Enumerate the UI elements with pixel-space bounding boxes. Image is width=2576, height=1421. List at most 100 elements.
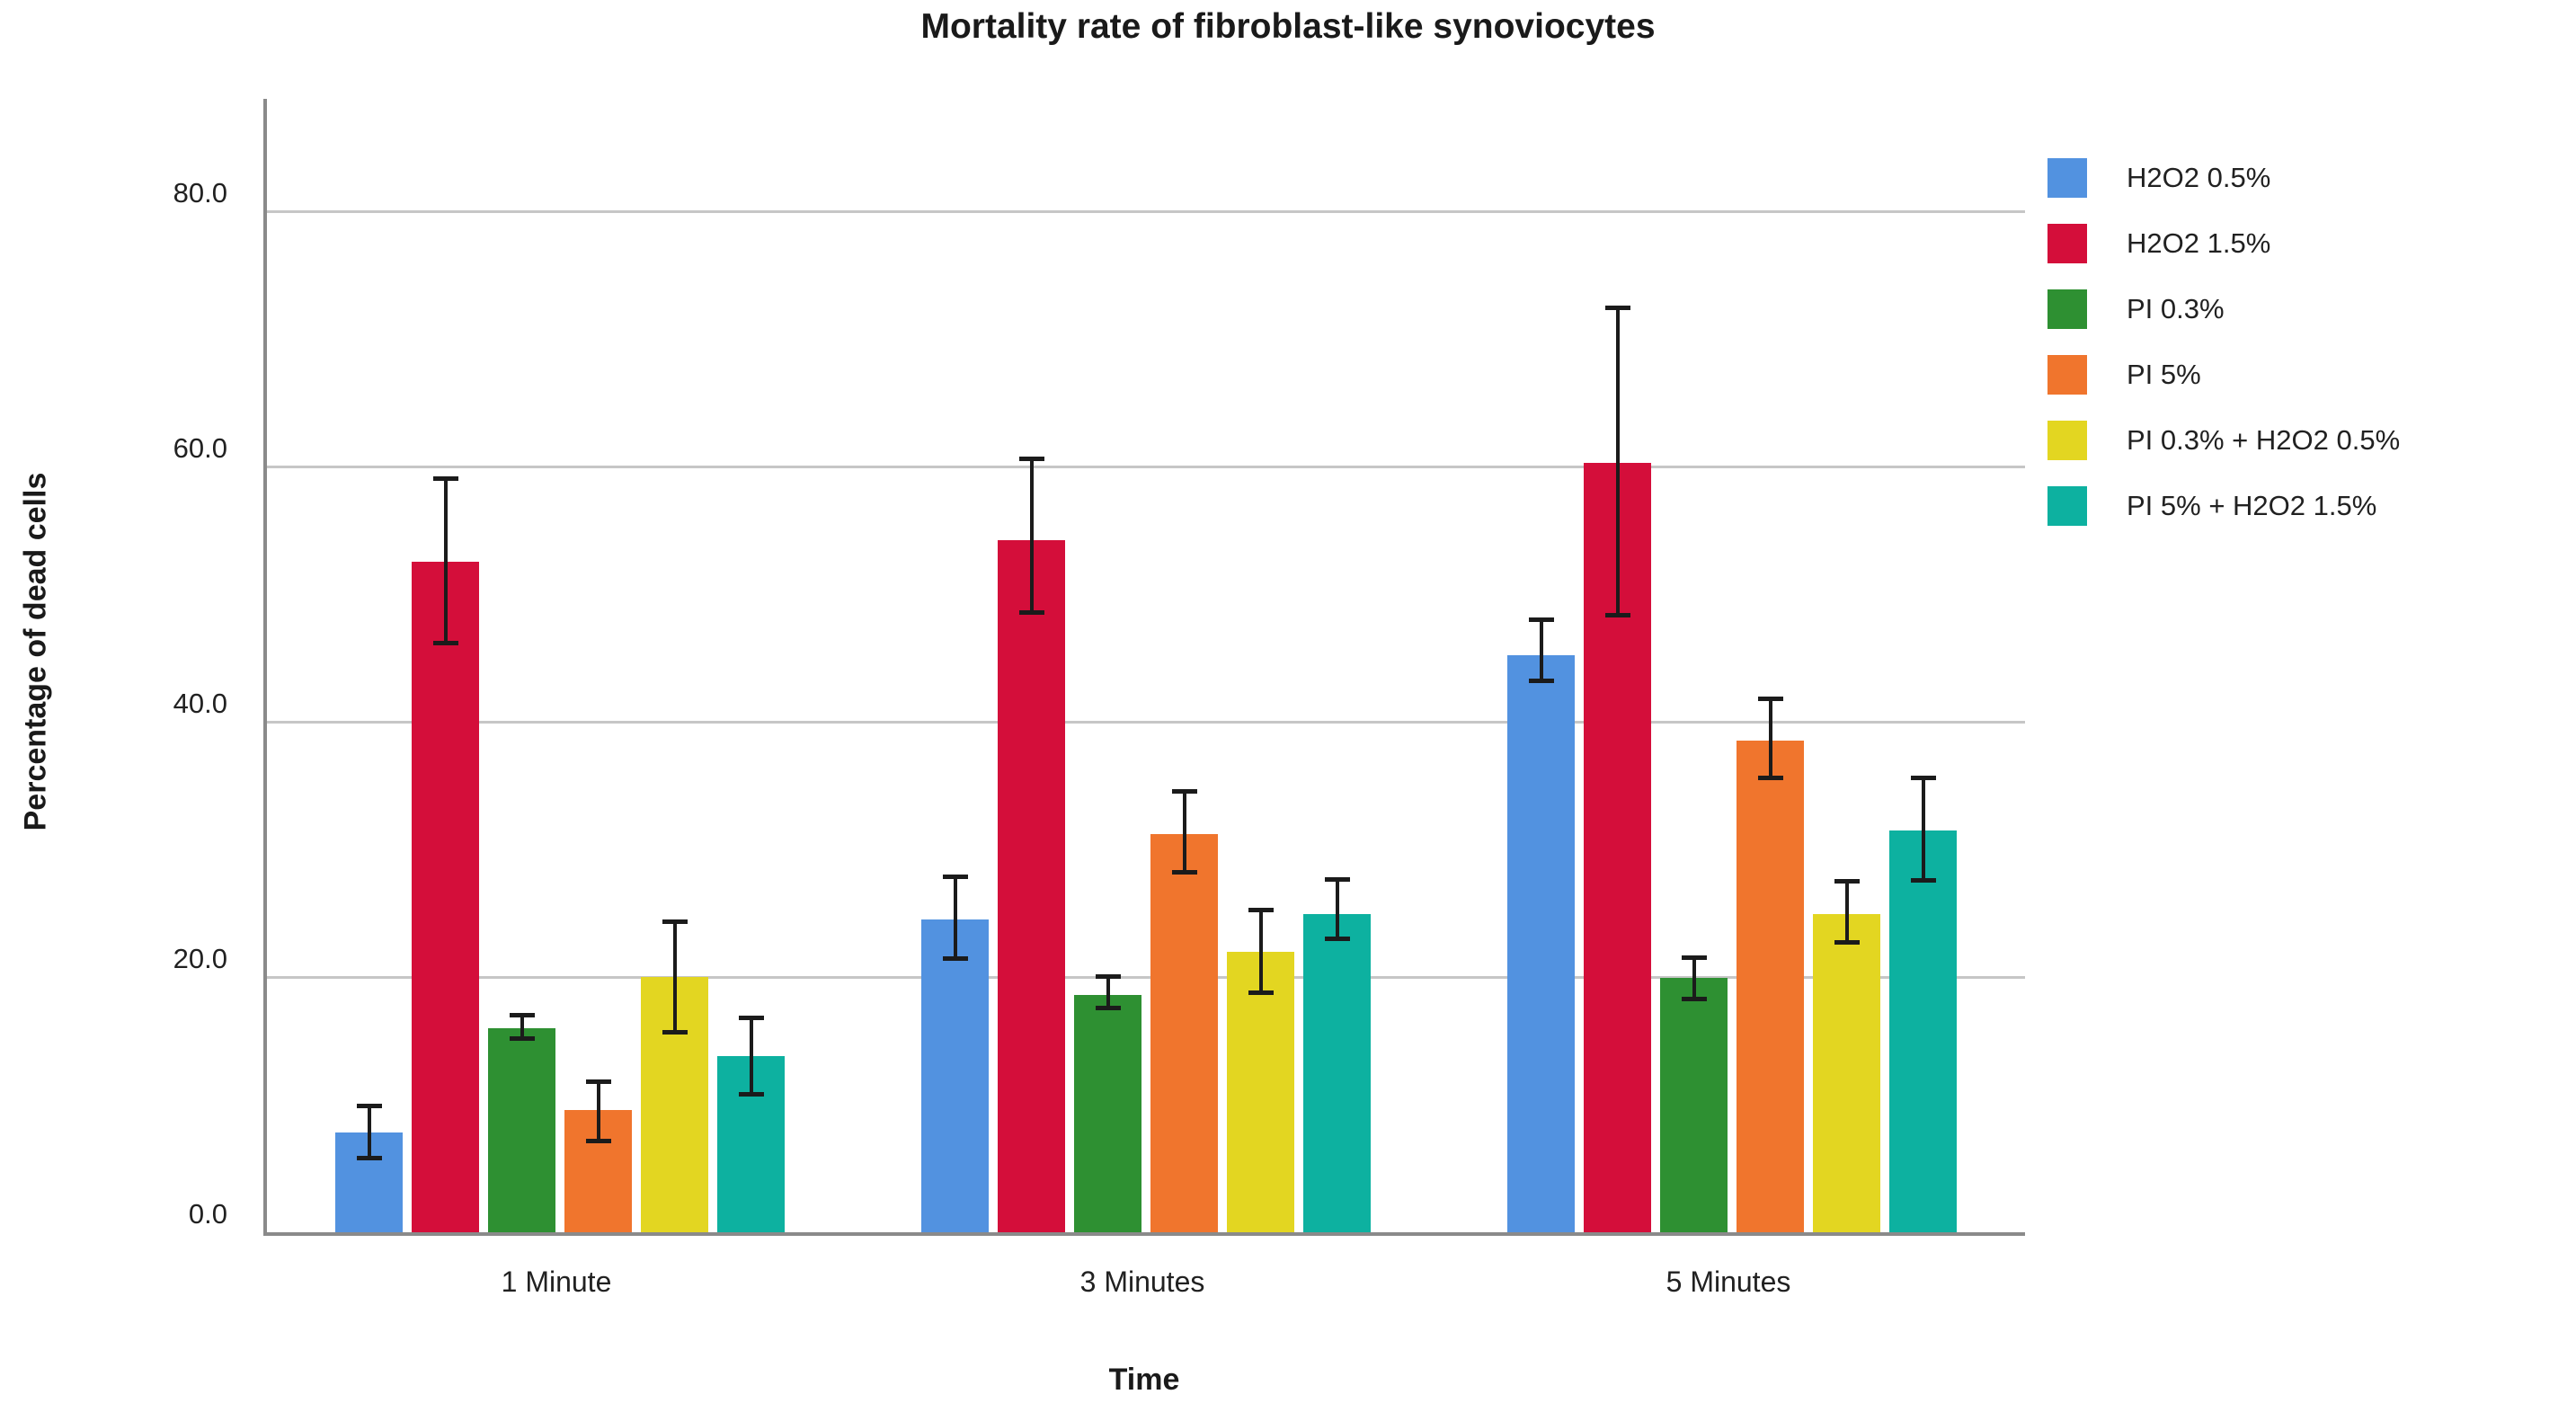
x-category-label: 1 Minute [501,1266,612,1298]
legend: H2O2 0.5% H2O2 1.5% PI 0.3% PI 5% PI 0.3% + … [2047,158,2400,552]
legend-swatch [2047,421,2087,460]
error-bar-line [749,1015,753,1097]
error-bar-line [1921,775,1925,883]
error-bar-line [1692,955,1696,1001]
error-bar-cap-top [1324,877,1350,883]
bar-slot [412,99,479,1232]
y-tick-label: 20.0 [173,942,227,974]
y-tick-label: 80.0 [173,176,227,209]
y-tick-label: 40.0 [173,687,227,719]
bar-slot [1737,99,1804,1232]
error-bar-line [596,1079,600,1143]
error-bar-cap-bottom [1528,679,1554,684]
error-bar-cap-bottom [356,1156,382,1161]
error-bar-cap-bottom [942,955,968,961]
error-bar-cap-top [1095,974,1121,980]
error-bar-cap-top [1171,789,1197,795]
error-bar-line [1182,789,1186,875]
bar-group [1439,99,2025,1232]
error-bar-cap-bottom [585,1138,611,1143]
legend-swatch [2047,486,2087,526]
error-bar-cap-bottom [1171,870,1197,875]
legend-item: H2O2 1.5% [2047,224,2400,263]
bar-slot [717,99,785,1232]
bar-slot [641,99,708,1232]
error-bar-cap-bottom [1248,990,1274,995]
error-bar [662,919,688,1035]
legend-swatch [2047,289,2087,329]
error-bar-cap-bottom [509,1035,535,1041]
error-bar-cap-top [1018,456,1044,461]
legend-item: H2O2 0.5% [2047,158,2400,198]
legend-item: PI 0.3% + H2O2 0.5% [2047,421,2400,460]
bar-slot [335,99,403,1232]
error-bar [942,875,968,961]
error-bar-cap-bottom [738,1092,764,1097]
error-bar-cap-bottom [1757,776,1783,781]
error-bar-line [1768,696,1772,781]
error-bar-cap-bottom [1324,937,1350,942]
error-bar-cap-top [1681,955,1707,960]
legend-label: PI 5% + H2O2 1.5% [2127,490,2377,521]
x-axis-title: Time [1108,1363,1180,1397]
legend-item: PI 0.3% [2047,289,2400,329]
error-bar-cap-top [662,919,688,925]
legend-label: PI 0.3% + H2O2 0.5% [2127,424,2401,456]
x-category-label: 3 Minutes [1079,1266,1205,1298]
error-bar [1324,877,1350,942]
plot-area [263,99,2025,1236]
bar-group [853,99,1439,1232]
error-bar-line [367,1103,371,1161]
y-tick-label: 0.0 [188,1198,227,1230]
error-bar-cap-bottom [1910,877,1936,883]
error-bar-line [953,875,957,961]
error-bar [1757,696,1783,781]
bar-slot [488,99,555,1232]
legend-label: PI 0.3% [2127,293,2225,324]
error-bar-cap-bottom [662,1029,688,1035]
chart-title: Mortality rate of fibroblast-like synovi… [920,7,1656,46]
error-bar [1171,789,1197,875]
error-bar-line [1844,878,1849,946]
error-bar [1604,306,1630,617]
bar-slot [1660,99,1728,1232]
error-bar [1681,955,1707,1001]
error-bar-cap-bottom [1018,609,1044,615]
error-bar [432,476,458,645]
bar-slot [1889,99,1957,1232]
bar-slot [1584,99,1651,1232]
bar-slot [1813,99,1880,1232]
bar-slot [998,99,1065,1232]
error-bar-cap-top [1757,696,1783,701]
y-axis-title: Percentage of dead cells [18,472,53,831]
error-bar [738,1015,764,1097]
legend-swatch [2047,224,2087,263]
error-bar-line [672,919,677,1035]
error-bar-cap-top [585,1079,611,1084]
error-bar [1018,456,1044,615]
bar-group [267,99,853,1232]
bar [921,919,989,1232]
error-bar [509,1012,535,1041]
error-bar-cap-bottom [432,640,458,645]
bar [1074,994,1141,1232]
bar-slot [921,99,989,1232]
legend-item: PI 5% + H2O2 1.5% [2047,486,2400,526]
bar [1889,830,1957,1232]
error-bar-line [1615,306,1620,617]
error-bar-cap-bottom [1095,1005,1121,1010]
error-bar-cap-top [1910,775,1936,780]
error-bar-cap-top [509,1012,535,1017]
error-bar-line [1106,974,1110,1010]
bar [488,1027,555,1232]
bar [1507,655,1575,1232]
error-bar [1248,908,1274,995]
gridline [267,209,2025,213]
bar-slot [1507,99,1575,1232]
gridline [267,975,2025,979]
error-bar-line [1258,908,1263,995]
bar-slot [564,99,632,1232]
bar [1813,914,1880,1232]
bar [412,562,479,1232]
